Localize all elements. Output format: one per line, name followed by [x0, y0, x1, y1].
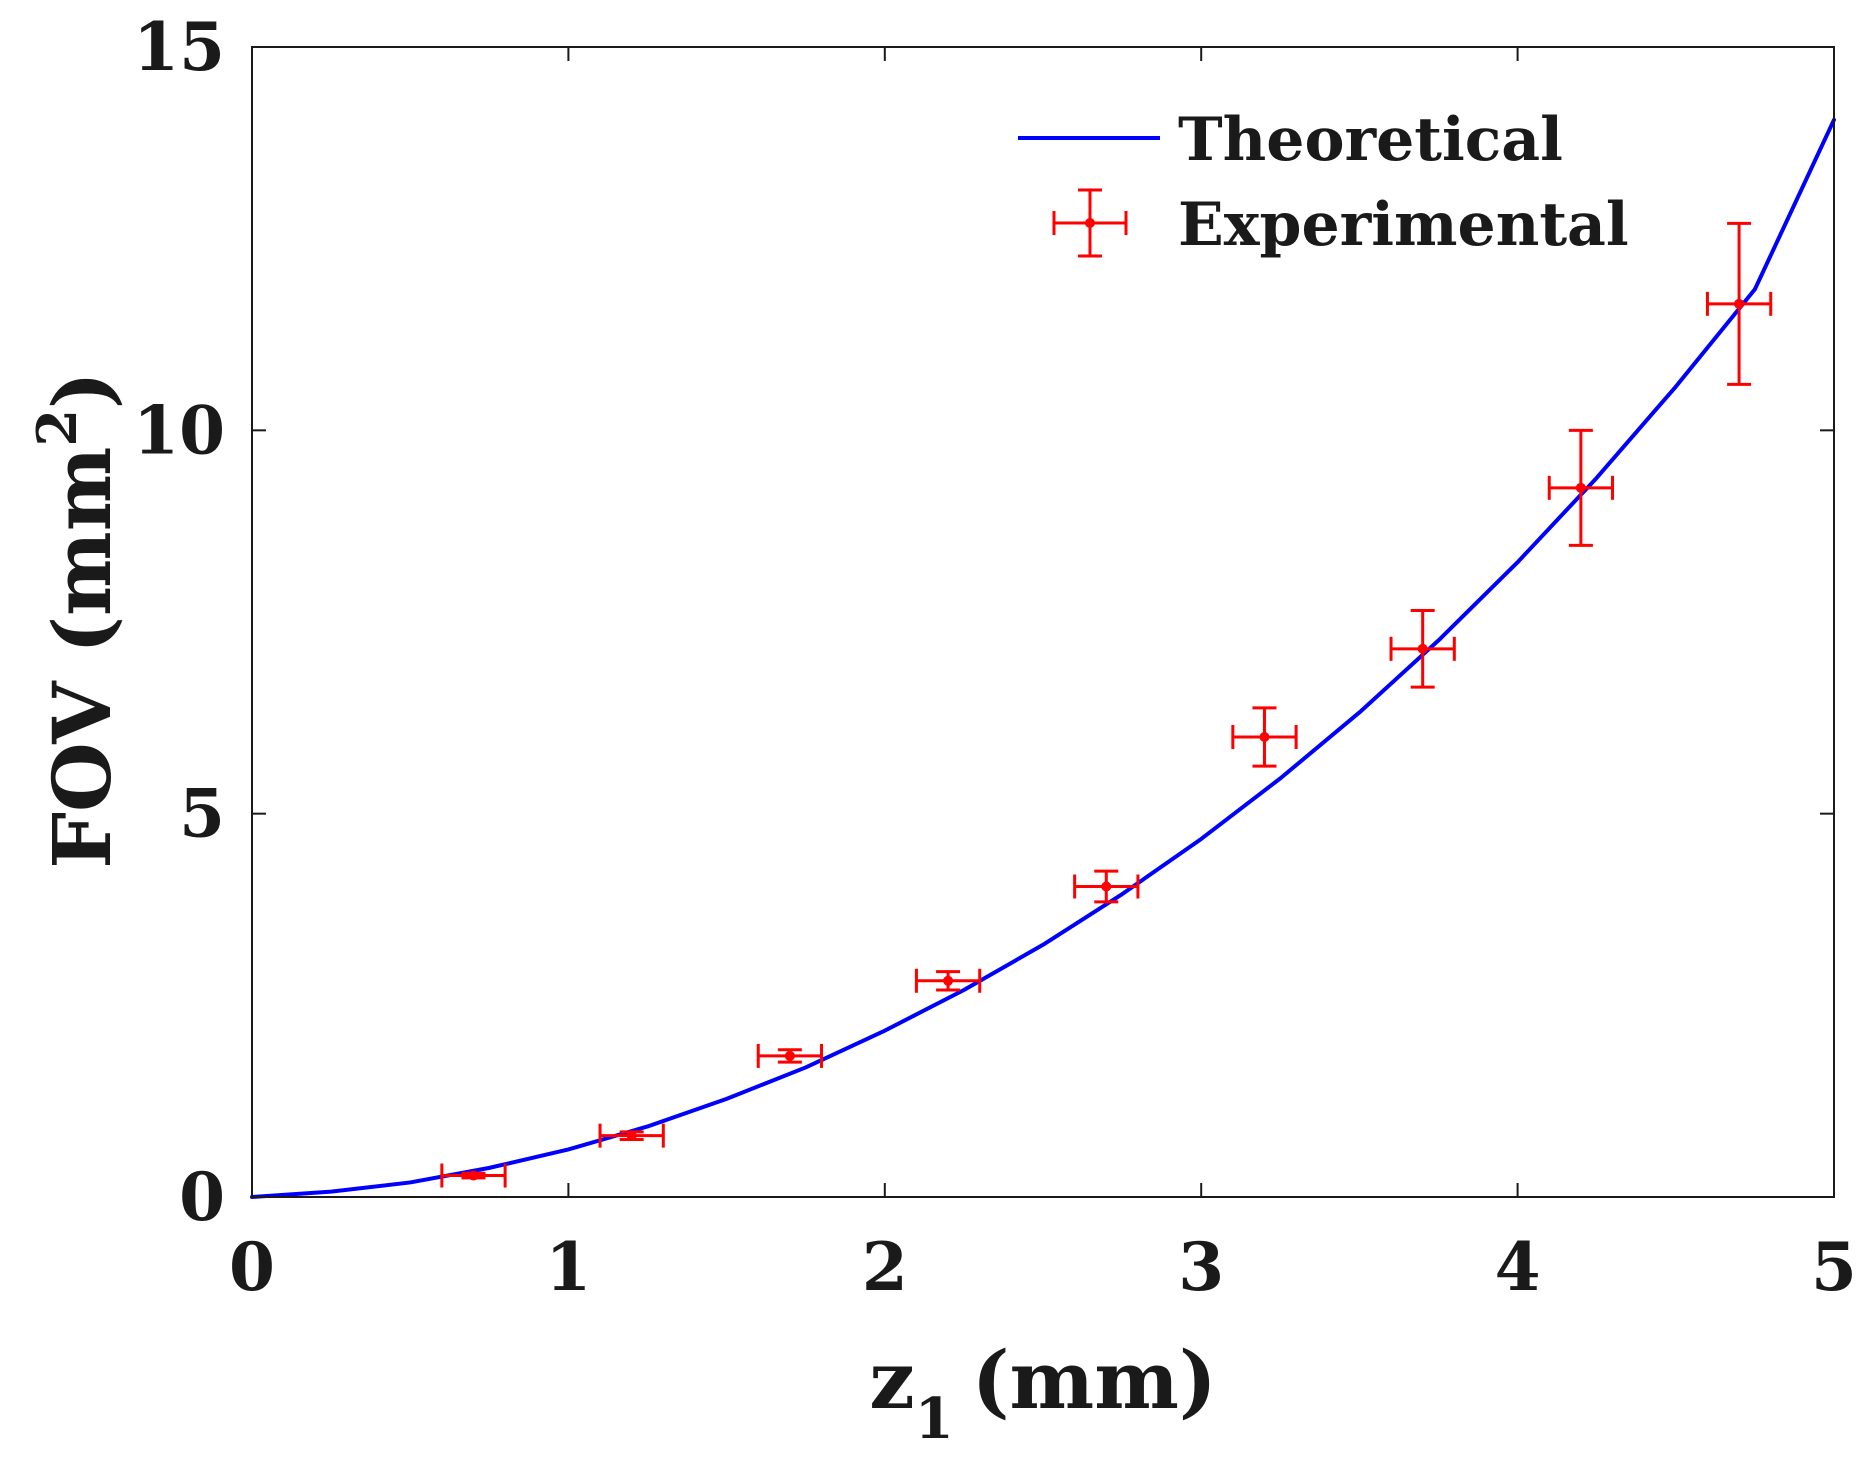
theoretical-series-line: [250, 117, 1836, 1199]
legend: Theoretical Experimental: [1018, 105, 1629, 260]
experimental-marker: [943, 975, 954, 986]
plot-area: [252, 47, 1834, 1197]
tick-label-layer: 0 1 2 3 4 5 0 5 10 15: [133, 8, 1857, 1306]
y-tick-label: 5: [179, 775, 225, 853]
y-tick-label: 10: [133, 391, 225, 469]
x-axis-label-suffix: (mm): [972, 1333, 1217, 1427]
x-tick-label: 3: [1178, 1228, 1224, 1306]
x-axis-label: z1 (mm): [869, 1333, 1216, 1452]
x-axis-label-main: z: [869, 1333, 914, 1427]
experimental-point: [1389, 609, 1456, 689]
legend-experimental-label: Experimental: [1178, 190, 1629, 260]
x-tick-label: 5: [1811, 1228, 1857, 1306]
experimental-point: [1073, 869, 1140, 904]
y-axis-label-superscript: 2: [25, 409, 89, 447]
experimental-marker: [1259, 732, 1270, 742]
experimental-marker: [468, 1170, 479, 1181]
experimental-marker: [1734, 298, 1745, 309]
experimental-marker: [1101, 881, 1112, 892]
experimental-marker: [784, 1050, 795, 1061]
experimental-point: [440, 1163, 507, 1188]
experimental-point: [1231, 706, 1298, 768]
y-tick-label: 15: [133, 8, 225, 86]
plot-frame: [251, 46, 1835, 1198]
experimental-point: [598, 1123, 665, 1148]
y-axis-label-main: FOV (mm: [35, 447, 129, 869]
legend-experimental-marker: [1085, 218, 1095, 228]
series-layer: [250, 117, 1836, 1199]
y-axis-label-suffix: ): [35, 371, 129, 409]
x-tick-label: 1: [545, 1228, 591, 1306]
experimental-marker: [1575, 482, 1586, 493]
experimental-marker: [1417, 643, 1428, 654]
y-tick-label: 0: [179, 1158, 225, 1236]
experimental-marker: [626, 1130, 637, 1141]
experimental-point: [756, 1043, 824, 1068]
x-axis-label-subscript: 1: [915, 1386, 954, 1452]
x-tick-label: 4: [1495, 1228, 1541, 1306]
experimental-point: [914, 968, 982, 993]
experimental-point: [1705, 221, 1773, 386]
x-tick-label: 0: [229, 1228, 275, 1306]
experimental-point: [1547, 428, 1615, 547]
legend-theoretical-label: Theoretical: [1178, 105, 1563, 175]
x-tick-label: 2: [862, 1228, 908, 1306]
axes-layer: [251, 46, 1835, 1198]
y-axis-label: FOV (mm2): [25, 371, 129, 869]
